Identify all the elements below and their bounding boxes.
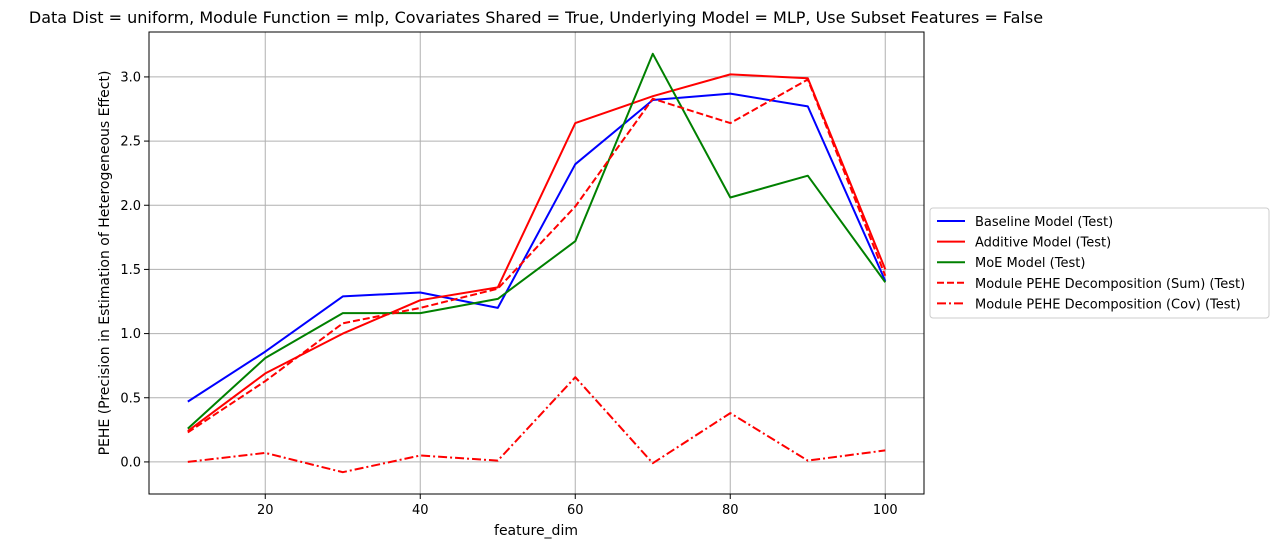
chart-title: Data Dist = uniform, Module Function = m… <box>29 8 1043 27</box>
x-tick-label: 20 <box>257 503 274 518</box>
legend-label: Module PEHE Decomposition (Cov) (Test) <box>975 297 1241 312</box>
legend-label: Baseline Model (Test) <box>975 215 1113 230</box>
series-line <box>187 52 887 430</box>
y-tick-label: 1.5 <box>120 263 141 278</box>
legend-label: MoE Model (Test) <box>975 256 1085 271</box>
series-line <box>187 376 886 474</box>
legend-label: Module PEHE Decomposition (Sum) (Test) <box>975 277 1245 292</box>
y-tick-label: 0.5 <box>120 391 141 406</box>
y-tick-label: 1.0 <box>120 327 141 342</box>
legend-box <box>929 207 1270 319</box>
y-tick-label: 0.0 <box>120 455 141 470</box>
x-axis-label: feature_dim <box>494 523 578 539</box>
legend: Baseline Model (Test) Additive Model (Tes… <box>929 207 1270 319</box>
series-line <box>187 78 887 434</box>
y-tick-label: 3.0 <box>120 70 141 85</box>
y-tick-label: 2.0 <box>120 199 141 214</box>
legend-label: Additive Model (Test) <box>975 236 1111 251</box>
x-tick-label: 40 <box>412 503 429 518</box>
grid <box>149 32 924 494</box>
x-tick-label: 60 <box>567 503 584 518</box>
series-line <box>187 92 887 403</box>
series-line <box>187 73 887 432</box>
y-axis-label: PEHE (Precision in Estimation of Heterog… <box>97 71 113 456</box>
axes: 20 40 60 80 100 0.0 0.5 1.0 1.5 2.0 2.5 3.0 <box>120 70 897 518</box>
series-lines <box>187 52 887 474</box>
plot-frame <box>148 31 925 495</box>
x-tick-label: 80 <box>722 503 739 518</box>
y-tick-label: 2.5 <box>120 135 141 150</box>
x-tick-label: 100 <box>873 503 898 518</box>
